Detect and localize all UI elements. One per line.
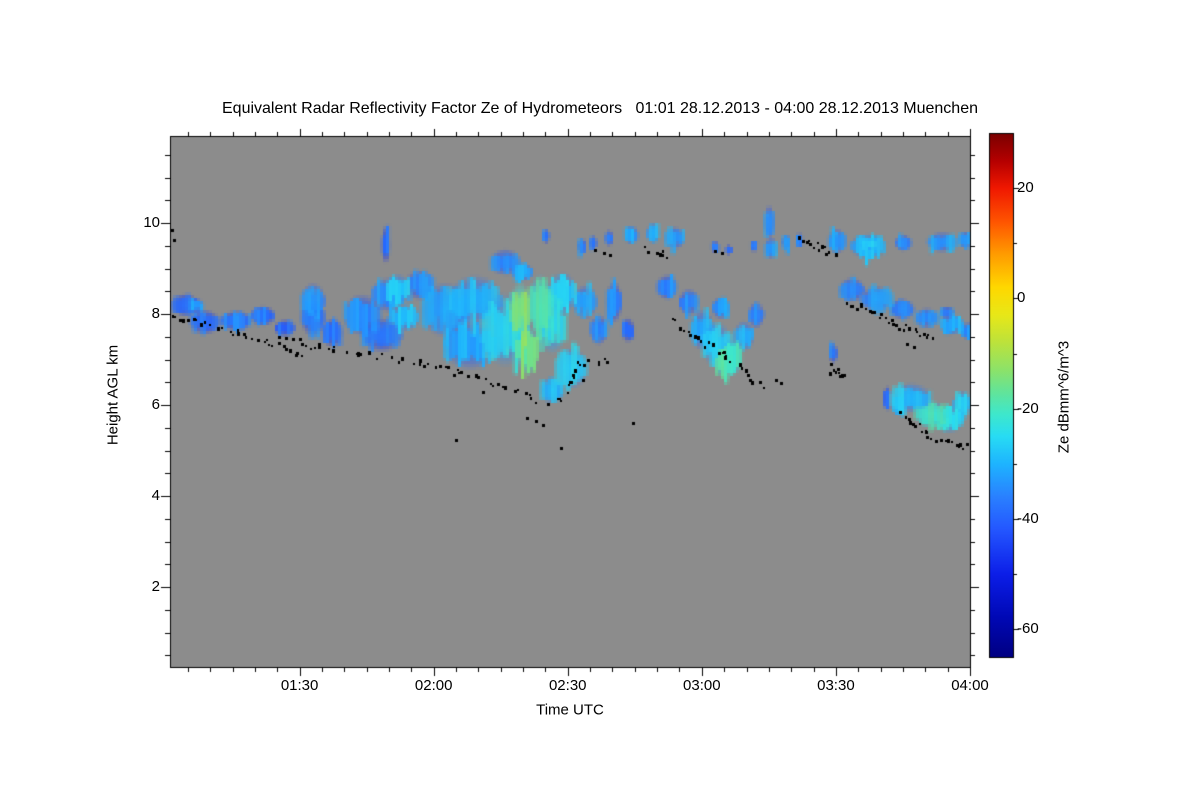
x-tick-label: 02:30 [548, 677, 587, 694]
x-tick-label: 03:00 [683, 677, 721, 694]
y-tick-label: 4 [151, 487, 160, 504]
y-tick-label: 10 [143, 214, 160, 231]
y-tick-label: 6 [151, 396, 160, 413]
x-axis-title: Time UTC [536, 701, 604, 719]
colorbar-title: Ze dBmm^6/m^3 [1055, 340, 1073, 454]
colorbar-tick-label: -60 [1017, 620, 1039, 638]
colorbar-tick-label: -20 [1017, 399, 1039, 417]
y-axis-title: Height AGL km [104, 344, 122, 446]
x-tick-label: 03:30 [817, 677, 855, 694]
colorbar-tick-label: 20 [1017, 179, 1034, 197]
x-tick-label: 02:00 [414, 677, 453, 694]
colorbar-tick-label: -40 [1017, 510, 1039, 528]
y-tick-label: 8 [151, 305, 160, 322]
y-tick-label: 2 [151, 578, 160, 595]
x-tick-label: 01:30 [280, 677, 319, 694]
x-tick-label: 04:00 [951, 677, 989, 694]
colorbar-tick-label: 0 [1017, 289, 1026, 307]
